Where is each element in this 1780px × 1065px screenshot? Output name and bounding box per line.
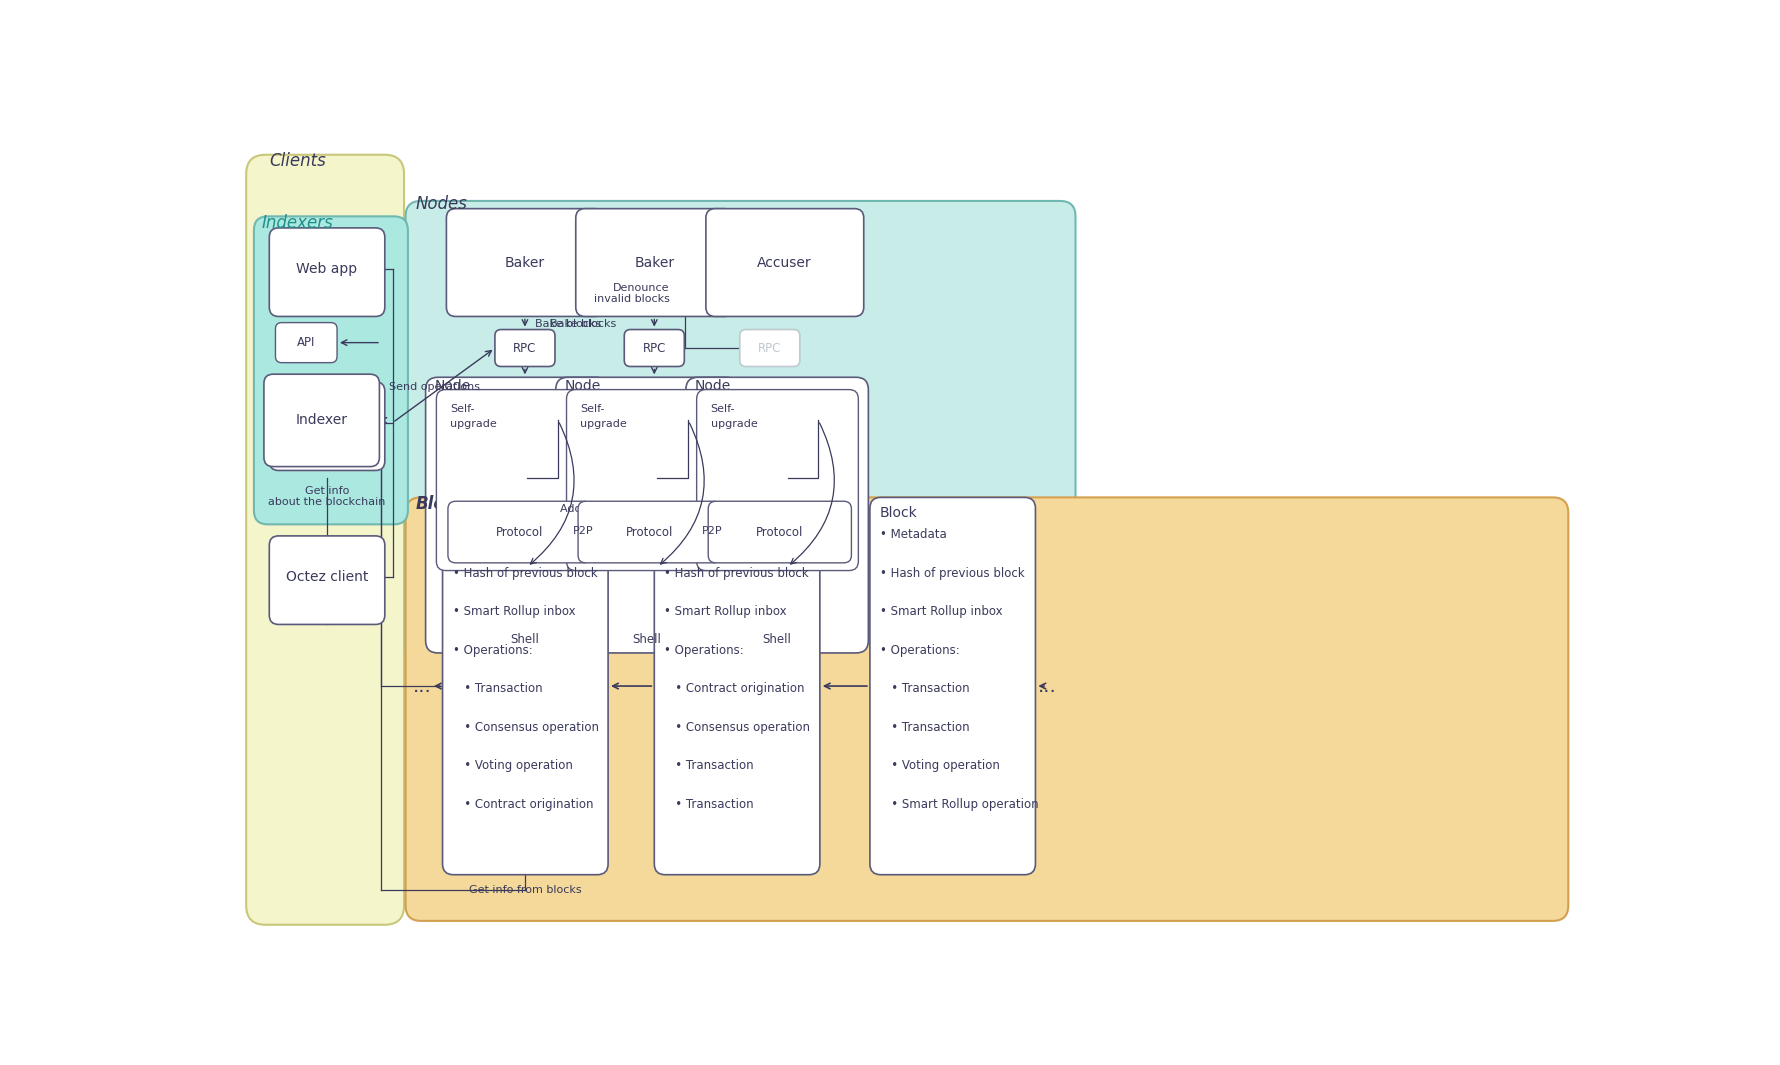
FancyBboxPatch shape (263, 374, 379, 466)
Text: upgrade: upgrade (450, 420, 497, 429)
Text: RPC: RPC (643, 342, 666, 355)
Text: P2P: P2P (573, 526, 593, 536)
Text: • Metadata: • Metadata (879, 528, 947, 541)
Text: Denounce
invalid blocks: Denounce invalid blocks (595, 282, 669, 305)
Text: API: API (297, 337, 315, 349)
Text: Get info from blocks: Get info from blocks (468, 885, 582, 895)
Text: • Hash of previous block: • Hash of previous block (664, 567, 808, 579)
Text: Indexer: Indexer (295, 413, 347, 427)
Text: Bake blocks: Bake blocks (550, 320, 616, 329)
Text: Block: Block (664, 506, 701, 520)
FancyBboxPatch shape (566, 390, 728, 571)
FancyBboxPatch shape (625, 329, 684, 366)
FancyBboxPatch shape (425, 377, 609, 653)
FancyBboxPatch shape (575, 209, 733, 316)
FancyBboxPatch shape (578, 502, 721, 562)
Text: Get info
about the blockchain: Get info about the blockchain (269, 486, 386, 507)
Text: • Operations:: • Operations: (452, 643, 532, 657)
Text: Clients: Clients (269, 152, 326, 170)
Text: Indexers: Indexers (262, 214, 333, 232)
Text: • Hash of previous block: • Hash of previous block (452, 567, 596, 579)
Text: • Smart Rollup inbox: • Smart Rollup inbox (879, 605, 1002, 618)
Text: • Transaction: • Transaction (879, 721, 970, 734)
Text: Self-: Self- (450, 404, 475, 414)
Text: • Operations:: • Operations: (879, 643, 959, 657)
Text: Block: Block (879, 506, 918, 520)
Text: • Operations:: • Operations: (664, 643, 744, 657)
FancyBboxPatch shape (708, 502, 851, 562)
Text: Web app: Web app (297, 262, 358, 276)
Text: RPC: RPC (758, 342, 781, 355)
Text: Block: Block (452, 506, 490, 520)
FancyBboxPatch shape (495, 329, 555, 366)
Text: • Hash of previous block: • Hash of previous block (879, 567, 1025, 579)
Text: • Consensus operation: • Consensus operation (452, 721, 598, 734)
FancyBboxPatch shape (269, 382, 384, 471)
Text: Shell: Shell (632, 634, 660, 646)
Text: • Consensus operation: • Consensus operation (664, 721, 810, 734)
Text: Octez client: Octez client (287, 570, 368, 584)
FancyBboxPatch shape (447, 209, 603, 316)
Text: Bake blocks: Bake blocks (536, 320, 602, 329)
Text: • Transaction: • Transaction (664, 759, 755, 772)
Text: Node: Node (696, 379, 732, 393)
Text: • Voting operation: • Voting operation (879, 759, 1000, 772)
FancyBboxPatch shape (255, 216, 408, 524)
FancyBboxPatch shape (436, 390, 598, 571)
FancyBboxPatch shape (269, 536, 384, 624)
Text: Self-: Self- (710, 404, 735, 414)
Text: • Transaction: • Transaction (879, 683, 970, 695)
FancyBboxPatch shape (555, 377, 739, 653)
Text: • Transaction: • Transaction (664, 798, 755, 810)
FancyBboxPatch shape (276, 323, 336, 363)
FancyBboxPatch shape (655, 497, 821, 874)
Text: • Metadata: • Metadata (452, 528, 520, 541)
Text: Wallet: Wallet (306, 415, 349, 429)
FancyBboxPatch shape (443, 497, 609, 874)
Text: Baker: Baker (506, 256, 545, 269)
FancyBboxPatch shape (406, 201, 1075, 662)
Text: • Smart Rollup inbox: • Smart Rollup inbox (452, 605, 575, 618)
Text: Shell: Shell (762, 634, 790, 646)
FancyBboxPatch shape (269, 228, 384, 316)
Text: upgrade: upgrade (710, 420, 756, 429)
Text: • Contract origination: • Contract origination (452, 798, 593, 810)
FancyBboxPatch shape (696, 390, 858, 571)
Text: Protocol: Protocol (756, 525, 803, 539)
FancyBboxPatch shape (870, 497, 1036, 874)
FancyBboxPatch shape (449, 502, 591, 562)
FancyBboxPatch shape (707, 209, 863, 316)
Text: Blockchain: Blockchain (415, 495, 516, 513)
Text: Accuser: Accuser (756, 256, 812, 269)
Text: Node: Node (434, 379, 472, 393)
Text: ...: ... (413, 676, 431, 695)
FancyBboxPatch shape (740, 329, 799, 366)
Text: Node: Node (564, 379, 602, 393)
Text: Add blocks: Add blocks (559, 504, 619, 514)
Text: upgrade: upgrade (580, 420, 627, 429)
Text: Baker: Baker (634, 256, 675, 269)
Text: Send operations: Send operations (390, 382, 481, 392)
FancyBboxPatch shape (246, 154, 404, 924)
Text: • Metadata: • Metadata (664, 528, 732, 541)
Text: Protocol: Protocol (627, 525, 673, 539)
Text: • Contract origination: • Contract origination (664, 683, 805, 695)
Text: • Voting operation: • Voting operation (452, 759, 573, 772)
FancyBboxPatch shape (406, 497, 1568, 921)
FancyBboxPatch shape (685, 377, 869, 653)
Text: P2P: P2P (701, 526, 723, 536)
Text: • Smart Rollup operation: • Smart Rollup operation (879, 798, 1038, 810)
Text: RPC: RPC (513, 342, 536, 355)
Text: Nodes: Nodes (415, 195, 468, 213)
Text: ...: ... (1038, 676, 1056, 695)
Text: Protocol: Protocol (497, 525, 543, 539)
Text: • Smart Rollup inbox: • Smart Rollup inbox (664, 605, 787, 618)
Text: • Transaction: • Transaction (452, 683, 543, 695)
Text: Shell: Shell (511, 634, 539, 646)
Text: Self-: Self- (580, 404, 605, 414)
